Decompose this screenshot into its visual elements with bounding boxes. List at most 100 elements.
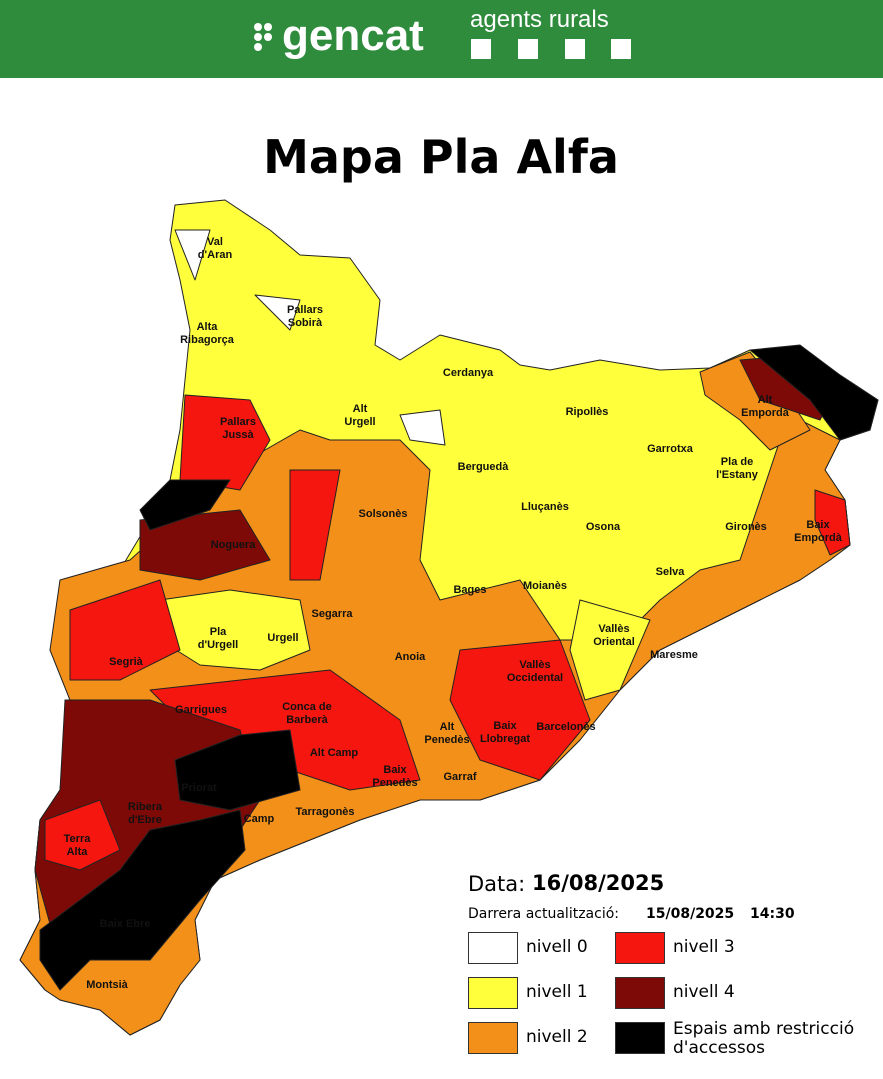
region-label: Ripollès: [566, 406, 609, 418]
region-label: Alt: [440, 721, 455, 733]
region-level-3: [814, 489, 851, 556]
region-label: Ribagorça: [180, 334, 235, 346]
region-label: Val: [207, 236, 223, 248]
region-label: Baix: [383, 764, 407, 776]
region-label: Baix Ebre: [100, 918, 151, 930]
region-label: Ribera: [128, 801, 163, 813]
region-label: Pla de: [721, 456, 753, 468]
labels: Vald'AranPallarsSobiràAltaRibagorçaCerda…: [64, 236, 843, 991]
region-label: Terra: [64, 833, 92, 845]
region-label: Lluçanès: [521, 501, 569, 513]
region-label: Noguera: [211, 539, 257, 551]
legend-swatch: [468, 977, 518, 1009]
date: 16/08/2025: [532, 871, 665, 895]
legend-swatch: [468, 932, 518, 964]
header-subtitle: agents rurals: [470, 6, 609, 33]
logo-squares: [471, 39, 631, 59]
restricted-area: [139, 479, 231, 531]
region-label: Empordà: [794, 532, 843, 544]
region-level-3: [179, 394, 271, 491]
region-label: Penedès: [424, 734, 469, 746]
legend-label: nivell 1: [526, 982, 588, 1002]
region-label: Priorat: [181, 782, 217, 794]
region-level-0: [399, 409, 446, 446]
region-label: Garrotxa: [647, 443, 694, 455]
region-label: Oriental: [593, 636, 635, 648]
legend-swatch: [615, 977, 665, 1009]
restricted-area: [174, 729, 301, 811]
region-label: Alta: [67, 846, 89, 858]
region-label: Urgell: [267, 632, 298, 644]
region-label: Baix: [493, 720, 517, 732]
region-label: Barberà: [286, 714, 328, 726]
region-level-4: [139, 509, 271, 581]
region-label: Gironès: [725, 521, 767, 533]
region-level-3: [44, 799, 121, 871]
legend-label: nivell 0: [526, 937, 588, 957]
region-label: Moianès: [523, 580, 567, 592]
region-label: Jussà: [222, 429, 254, 441]
region-label: Conca de: [282, 701, 332, 713]
region-label: Garrigues: [175, 704, 227, 716]
regions: [19, 199, 879, 1036]
region-label: Alt Camp: [310, 747, 359, 759]
region-label: Garraf: [443, 771, 476, 783]
region-label: Solsonès: [359, 508, 408, 520]
region-level-2: [19, 419, 851, 1036]
region-label: Urgell: [344, 416, 375, 428]
region-level-1: [569, 599, 651, 701]
region-label: Occidental: [507, 672, 563, 684]
title: Mapa Pla Alfa: [263, 130, 619, 184]
region-label: Vallès: [519, 659, 550, 671]
region-level-3: [449, 639, 591, 781]
restricted-area: [39, 809, 246, 991]
region-label: Llobregat: [480, 733, 530, 745]
region-label: Baix: [806, 519, 830, 531]
legend-swatch: [468, 1022, 518, 1054]
region-level-3: [289, 469, 341, 581]
region-label: Selva: [656, 566, 686, 578]
region-label: Maresme: [650, 649, 698, 661]
region-label: Bages: [453, 584, 486, 596]
region-label: d'Ebre: [128, 814, 162, 826]
region-label: Anoia: [395, 651, 426, 663]
region-label: Osona: [586, 521, 621, 533]
header-graphics: gencat agents rurals: [254, 6, 631, 60]
region-label: Camp: [244, 813, 275, 825]
region-label: Alt: [353, 403, 368, 415]
region-label: Alt: [758, 394, 773, 406]
region-label: Sobirà: [288, 317, 323, 329]
restricted-area: [749, 344, 879, 441]
legend-label: nivell 4: [673, 982, 735, 1002]
region-label: d'Aran: [198, 249, 233, 261]
region-label: Pallars: [220, 416, 256, 428]
region-label: Empordà: [741, 407, 790, 419]
region-label: d'Urgell: [198, 639, 239, 651]
legend-label: Espais amb restricció d'accessos: [673, 1019, 855, 1058]
region-label: Berguedà: [458, 461, 510, 473]
date-label: Data:: [468, 872, 526, 896]
header: gencat agents rurals: [0, 0, 883, 78]
legend-swatch: [615, 932, 665, 964]
region-label: Pallars: [287, 304, 323, 316]
region-label: Segarra: [312, 608, 354, 620]
region-level-0: [254, 294, 301, 331]
region-label: Alta: [197, 321, 219, 333]
legend-label: nivell 2: [526, 1027, 588, 1047]
region-label: Vallès: [598, 623, 629, 635]
region-level-3: [69, 579, 181, 681]
logo: gencat: [282, 11, 424, 60]
logo-dots: [254, 23, 272, 51]
region-label: Tarragonès: [295, 806, 354, 818]
region-label: Barcelonès: [536, 721, 595, 733]
update-date: 15/08/2025: [646, 906, 735, 922]
region-label: Montsià: [86, 979, 128, 991]
region-label: Penedès: [372, 777, 417, 789]
legend-label: nivell 3: [673, 937, 735, 957]
region-level-0: [174, 229, 211, 281]
update-time: 14:30: [750, 906, 795, 922]
update-label: Darrera actualització:: [468, 906, 619, 922]
legend-swatch: [615, 1022, 665, 1054]
